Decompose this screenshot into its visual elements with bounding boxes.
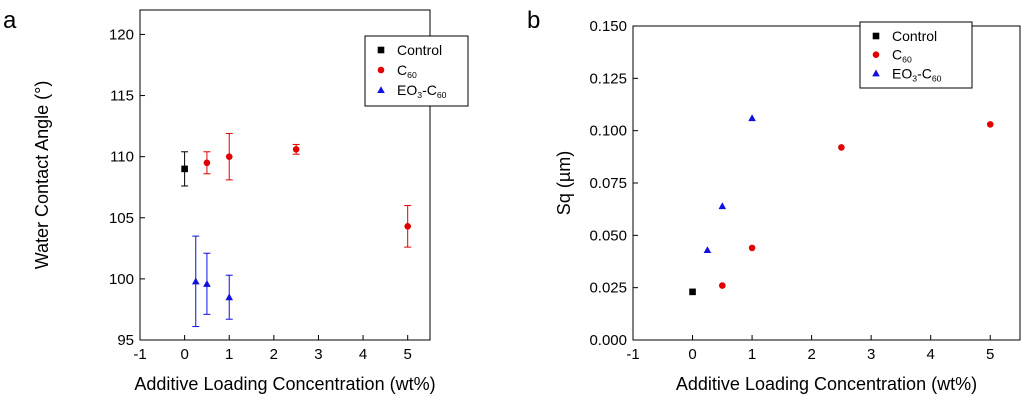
legend: Control C60 EO3-C60: [364, 35, 469, 107]
legend-label: EO3-C60: [892, 65, 942, 83]
marker-triangle: [377, 86, 385, 94]
y-axis-label: Sq (µm): [554, 151, 574, 215]
y-tick-label: 115: [110, 88, 134, 105]
x-tick-label: 4: [927, 346, 935, 363]
marker-square: [181, 165, 188, 173]
y-tick-label: 95: [117, 332, 134, 349]
legend-label: EO3-C60: [397, 82, 447, 100]
marker-circle: [838, 144, 845, 151]
panel-label: b: [527, 7, 540, 34]
y-tick-label: 110: [110, 149, 134, 166]
marker-triangle: [225, 293, 234, 301]
y-tick-label: 0.050: [589, 227, 627, 244]
series-square: [181, 151, 189, 187]
x-tick-label: 4: [359, 346, 367, 363]
legend-label: C60: [397, 62, 417, 80]
marker-triangle: [748, 114, 756, 122]
marker-circle: [872, 51, 880, 58]
marker-circle: [404, 223, 411, 230]
y-axis-label: Water Contact Angle (°): [32, 81, 52, 270]
x-tick-label: 3: [867, 346, 875, 363]
y-tick-label: 0.100: [589, 123, 627, 140]
x-tick-label: 0: [180, 346, 188, 363]
series-triangle: [703, 114, 756, 254]
x-tick-label: -1: [626, 346, 639, 363]
chart-panel-a: a -1 0 1 2 3 4 5 95 100 105 110 115 120 Additive Loadi…: [3, 7, 469, 394]
x-tick-label: 1: [748, 346, 756, 363]
marker-circle: [748, 244, 756, 252]
y-tick-label: 120: [109, 26, 134, 43]
marker-circle: [203, 159, 211, 167]
x-tick-label: 2: [807, 346, 815, 363]
series-triangle: [191, 235, 234, 328]
marker-square: [377, 46, 385, 54]
legend-label: C60: [892, 47, 912, 65]
x-axis-label: Additive Loading Concentration (wt%): [676, 374, 977, 394]
marker-circle: [719, 282, 726, 289]
y-tick-label: 0.150: [589, 18, 627, 35]
series-circle: [203, 132, 412, 248]
marker-circle: [225, 153, 233, 160]
legend-label: Control: [892, 28, 937, 44]
y-tick-label: 100: [109, 271, 134, 288]
x-axis-label: Additive Loading Concentration (wt%): [134, 374, 435, 394]
y-tick-label: 0.125: [589, 70, 627, 87]
legend-label: Control: [397, 42, 442, 58]
x-tick-label: 5: [986, 346, 994, 363]
chart-panel-b: b -1 0 1 2 3 4 5 0.000 0.025 0.050 0.075 0.100 0.125 0…: [527, 7, 1021, 394]
marker-triangle: [203, 279, 211, 287]
marker-circle: [377, 66, 385, 74]
y-tick-label: 0.000: [589, 332, 627, 349]
marker-square: [689, 288, 696, 296]
series-circle: [719, 121, 994, 289]
plot-frame: [139, 9, 431, 341]
series-square: [689, 288, 696, 296]
x-tick-label: 2: [270, 346, 278, 363]
x-tick-label: 1: [225, 346, 233, 363]
marker-circle: [292, 146, 300, 153]
marker-triangle: [872, 69, 880, 77]
y-tick-label: 0.025: [589, 280, 627, 297]
marker-square: [872, 32, 880, 40]
x-tick-label: 5: [404, 346, 412, 363]
x-tick-label: 3: [314, 346, 322, 363]
marker-triangle: [718, 202, 727, 210]
marker-triangle: [191, 277, 200, 285]
panel-label: a: [3, 7, 17, 34]
y-tick-label: 105: [109, 210, 134, 227]
marker-triangle: [703, 246, 712, 254]
marker-circle: [986, 121, 994, 128]
y-tick-label: 0.075: [589, 175, 627, 192]
x-tick-label: -1: [133, 346, 146, 363]
x-tick-label: 0: [688, 346, 696, 363]
